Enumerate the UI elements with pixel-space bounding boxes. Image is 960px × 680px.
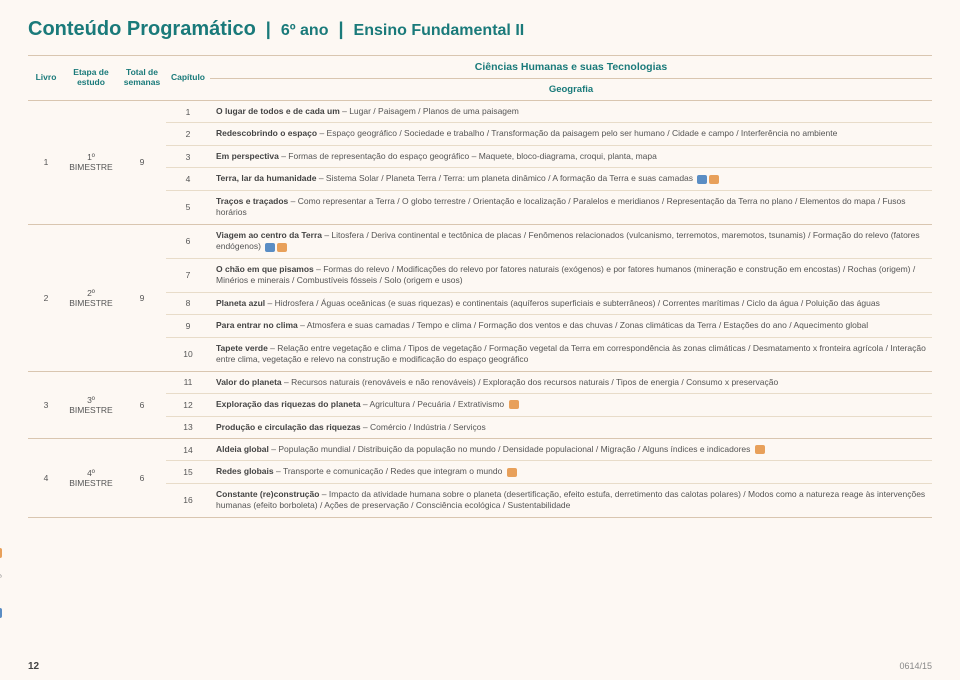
chapter-content: O lugar de todos e de cada um – Lugar / … [210, 101, 932, 123]
page-code: 0614/15 [899, 661, 932, 672]
chapter-number: 16 [166, 484, 210, 518]
chapter-number: 6 [166, 225, 210, 259]
chapter-content: Redescobrindo o espaço – Espaço geográfi… [210, 123, 932, 145]
chapter-number: 13 [166, 417, 210, 439]
page-title: Conteúdo Programático | 6º ano | Ensino … [28, 18, 932, 41]
side-legend: Aula Digital Meio Ambiente e Atualidades [0, 440, 2, 620]
livro-cell: 4 [28, 439, 64, 518]
chapter-number: 1 [166, 101, 210, 123]
digital-icon [0, 608, 2, 618]
chapter-number: 11 [166, 372, 210, 394]
col-etapa: Etapa de estudo [64, 56, 118, 101]
etapa-cell: 2ºBIMESTRE [64, 225, 118, 372]
chapter-content: Traços e traçados – Como representar a T… [210, 191, 932, 225]
chapter-number: 8 [166, 293, 210, 315]
subject-top: Ciências Humanas e suas Tecnologias [210, 56, 932, 79]
col-livro: Livro [28, 56, 64, 101]
curriculum-table: LivroEtapa de estudoTotal de semanasCapí… [28, 55, 932, 518]
col-capitulo: Capítulo [166, 56, 210, 101]
title-divider: | [338, 19, 343, 40]
chapter-number: 2 [166, 123, 210, 145]
side-dig-label: Aula Digital [0, 564, 2, 604]
environment-icon [709, 175, 719, 184]
semanas-cell: 6 [118, 372, 166, 439]
semanas-cell: 6 [118, 439, 166, 518]
chapter-content: Produção e circulação das riquezas – Com… [210, 417, 932, 439]
chapter-number: 5 [166, 191, 210, 225]
chapter-number: 15 [166, 461, 210, 483]
chapter-content: Valor do planeta – Recursos naturais (re… [210, 372, 932, 394]
title-main: Conteúdo Programático [28, 18, 256, 41]
chapter-content: Viagem ao centro da Terra – Litosfera / … [210, 225, 932, 259]
chapter-number: 10 [166, 338, 210, 372]
semanas-cell: 9 [118, 225, 166, 372]
chapter-content: Exploração das riquezas do planeta – Agr… [210, 394, 932, 416]
page-number: 12 [28, 661, 39, 672]
chapter-content: Redes globais – Transporte e comunicação… [210, 461, 932, 483]
chapter-number: 12 [166, 394, 210, 416]
chapter-number: 9 [166, 315, 210, 337]
chapter-number: 7 [166, 259, 210, 293]
chapter-content: Planeta azul – Hidrosfera / Águas oceâni… [210, 293, 932, 315]
etapa-cell: 1ºBIMESTRE [64, 101, 118, 225]
chapter-content: Para entrar no clima – Atmosfera e suas … [210, 315, 932, 337]
livro-cell: 3 [28, 372, 64, 439]
environment-icon [509, 400, 519, 409]
digital-icon [265, 243, 275, 252]
col-semanas: Total de semanas [118, 56, 166, 101]
environment-icon [0, 548, 2, 558]
chapter-content: Terra, lar da humanidade – Sistema Solar… [210, 168, 932, 190]
chapter-content: Constante (re)construção – Impacto da at… [210, 484, 932, 518]
title-divider: | [266, 19, 271, 40]
title-level: Ensino Fundamental II [354, 22, 525, 40]
environment-icon [277, 243, 287, 252]
side-env-label: Meio Ambiente e Atualidades [0, 440, 2, 543]
environment-icon [507, 468, 517, 477]
digital-icon [697, 175, 707, 184]
etapa-cell: 4ºBIMESTRE [64, 439, 118, 518]
chapter-number: 14 [166, 439, 210, 461]
page-footer: 12 0614/15 [28, 661, 932, 672]
chapter-content: O chão em que pisamos – Formas do relevo… [210, 259, 932, 293]
subject: Geografia [210, 79, 932, 101]
chapter-content: Tapete verde – Relação entre vegetação e… [210, 338, 932, 372]
livro-cell: 2 [28, 225, 64, 372]
chapter-content: Em perspectiva – Formas de representação… [210, 146, 932, 168]
livro-cell: 1 [28, 101, 64, 225]
chapter-content: Aldeia global – População mundial / Dist… [210, 439, 932, 461]
title-grade: 6º ano [281, 22, 329, 40]
chapter-number: 3 [166, 146, 210, 168]
semanas-cell: 9 [118, 101, 166, 225]
environment-icon [755, 445, 765, 454]
etapa-cell: 3ºBIMESTRE [64, 372, 118, 439]
chapter-number: 4 [166, 168, 210, 190]
